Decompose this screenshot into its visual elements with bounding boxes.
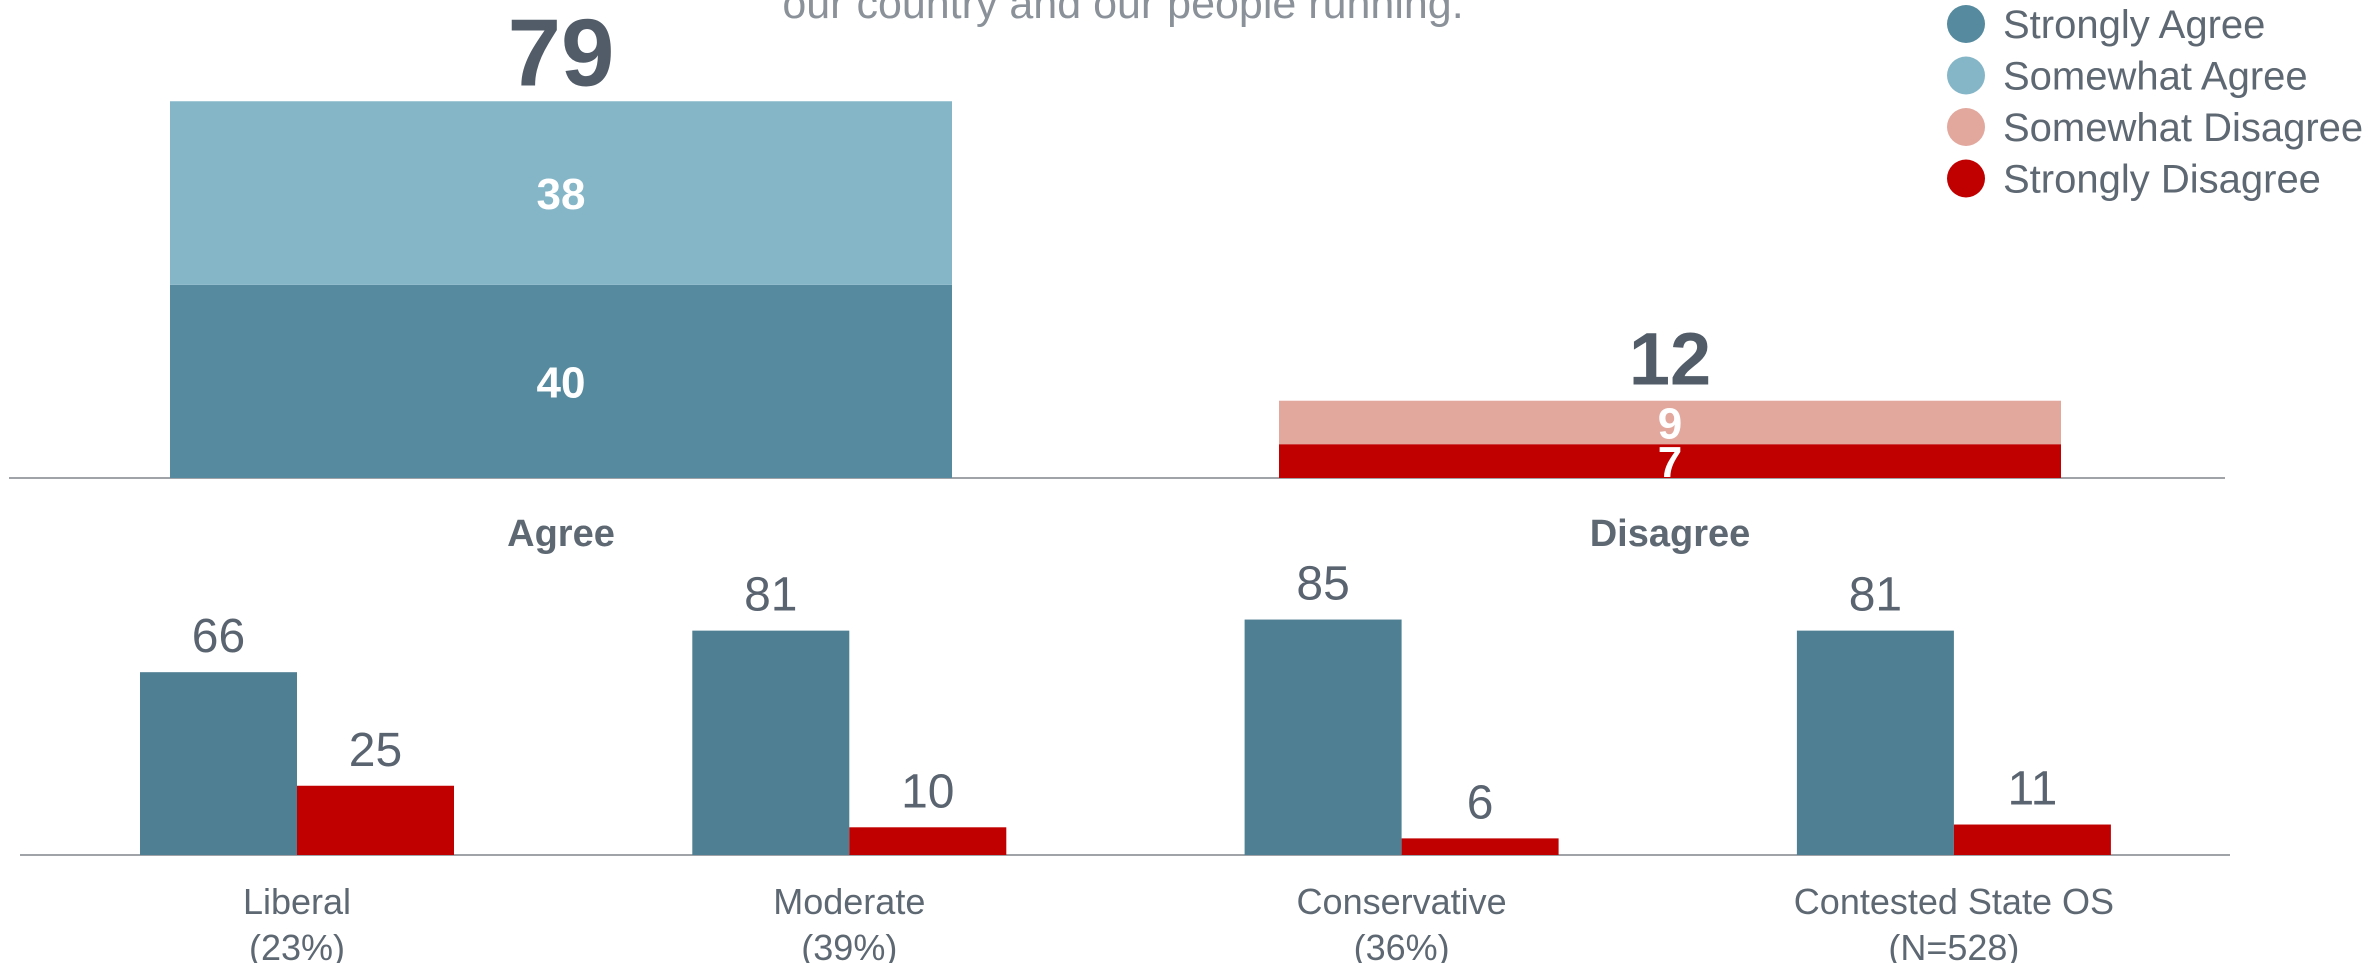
bar-segment — [170, 284, 952, 478]
value-label: 66 — [192, 610, 245, 663]
value-label: 11 — [2007, 763, 2057, 816]
segment-label: 40 — [537, 358, 586, 407]
value-label: 25 — [349, 724, 402, 777]
x-tick-label: (39%) — [801, 927, 897, 963]
segment-label: 9 — [1658, 399, 1682, 448]
bar-segment — [170, 101, 952, 285]
legend-marker — [1947, 108, 1985, 146]
bar — [297, 785, 454, 855]
x-tick-label: Liberal — [243, 881, 351, 922]
chart-title: our country and our people running. — [782, 0, 1463, 28]
total-label: 79 — [508, 0, 615, 106]
bar — [692, 630, 850, 855]
value-label: 10 — [901, 765, 954, 818]
segment-label: 7 — [1658, 438, 1682, 487]
bar — [1401, 838, 1559, 855]
bar-segment — [1279, 400, 2061, 445]
legend-label: Somewhat Agree — [2003, 55, 2308, 99]
bar — [140, 672, 297, 855]
value-label: 6 — [1467, 776, 1494, 829]
value-label: 81 — [744, 569, 797, 622]
x-tick-label: (23%) — [249, 927, 345, 963]
legend-marker — [1947, 159, 1985, 198]
value-label: 85 — [1296, 558, 1349, 611]
bar — [1244, 619, 1402, 855]
x-tick-label: Moderate — [773, 881, 925, 922]
legend-label: Strongly Disagree — [2003, 158, 2321, 202]
legend-marker — [1947, 5, 1985, 43]
bar — [849, 827, 1007, 855]
legend-marker — [1947, 56, 1985, 95]
legend-label: Strongly Agree — [2003, 3, 2265, 47]
total-label: 12 — [1629, 318, 1711, 401]
x-tick-label: (36%) — [1354, 927, 1450, 963]
legend-label: Somewhat Disagree — [2003, 106, 2363, 150]
bar-segment — [1279, 444, 2061, 478]
x-tick-label: Contested State OS — [1794, 881, 2114, 922]
x-tick-label: (N=528) — [1888, 927, 2019, 963]
bar — [1796, 630, 1954, 855]
x-tick-label: Agree — [507, 513, 615, 555]
value-label: 81 — [1849, 569, 1902, 622]
bar — [1953, 824, 2111, 855]
x-tick-label: Conservative — [1297, 881, 1507, 922]
segment-label: 38 — [537, 170, 586, 219]
x-tick-label: Disagree — [1590, 513, 1751, 555]
